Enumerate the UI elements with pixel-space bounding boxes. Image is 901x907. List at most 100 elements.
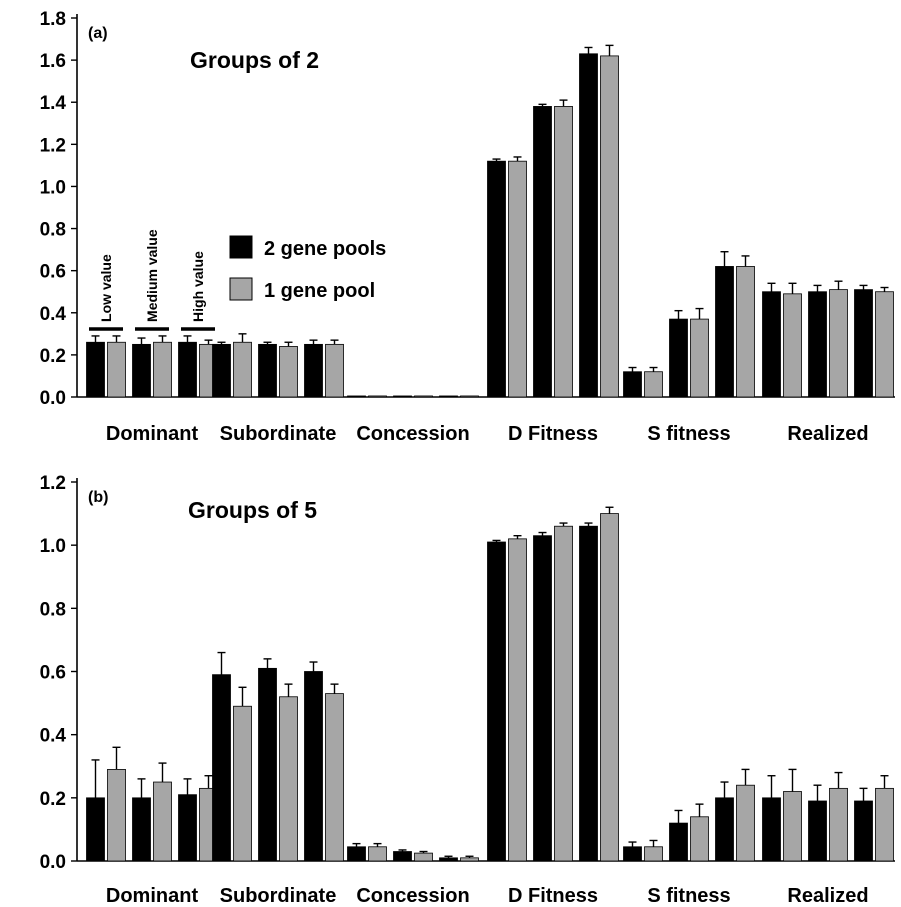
y-tick-label: 1.2 [40,473,66,494]
chart-title: Groups of 2 [190,47,319,73]
bar-one-pool [736,266,755,398]
bar-one-pool [508,538,527,862]
y-tick-label: 0.4 [40,304,67,325]
bar-one-pool [153,781,172,862]
bar-one-pool [414,852,433,862]
bar-two-pools [623,371,642,398]
category-label: Realized [787,423,868,445]
y-tick-label: 0.8 [40,220,66,241]
y-tick-label: 0.0 [40,388,66,409]
bar-one-pool [325,343,344,398]
y-tick-label: 0.4 [40,726,67,747]
y-tick-label: 1.6 [40,51,66,72]
bar-two-pools [132,343,151,398]
bar-two-pools [669,318,688,398]
bar-two-pools [212,343,231,398]
panel-a: 0.0 0.2 0.4 0.6 0.8 1.0 1.2 1.4 1.6 1.8 Dominant Su… [40,9,895,445]
bar-one-pool [554,106,573,398]
bar-one-pool [107,341,126,398]
bar-two-pools [393,851,412,862]
bar-one-pool [783,791,802,862]
bar-one-pool [460,857,479,862]
category-label: S fitness [647,423,730,445]
legend-swatch [229,277,253,301]
y-tick-label: 0.2 [40,346,66,367]
bar-one-pool [279,346,298,398]
bar-two-pools [762,797,781,862]
bar-one-pool [460,395,479,398]
bar-two-pools [762,291,781,398]
bar-two-pools [808,291,827,398]
bar-two-pools [579,525,598,862]
bar-two-pools [715,797,734,862]
y-tick-label: 1.4 [40,93,67,114]
bar-two-pools [304,671,323,862]
bar-two-pools [86,797,105,862]
panel-b: 0.0 0.2 0.4 0.6 0.8 1.0 1.2 Dominant Subordinate… [40,473,895,907]
panel-label: (a) [88,25,108,42]
y-tick-label: 0.6 [40,663,66,684]
y-tick-label: 1.0 [40,177,66,198]
bar-one-pool [368,846,387,862]
bar-one-pool [690,318,709,398]
bar-one-pool [325,693,344,862]
bar-two-pools [579,53,598,398]
bar-two-pools [439,857,458,862]
level-label: Medium value [144,229,160,322]
bar-one-pool [783,293,802,398]
category-label: Realized [787,885,868,907]
panel-label: (b) [88,489,108,506]
bar-one-pool [829,289,848,398]
bar-two-pools [347,395,366,398]
bar-one-pool [600,513,619,862]
bar-two-pools [178,341,197,398]
bar-one-pool [600,55,619,398]
category-label: D Fitness [508,423,598,445]
y-tick-label: 0.2 [40,789,66,810]
legend-label: 2 gene pools [264,238,386,260]
y-tick-label: 1.0 [40,536,66,557]
y-tick-label: 0.6 [40,262,66,283]
bar-two-pools [715,266,734,398]
bar-one-pool [554,525,573,862]
category-label: Concession [356,885,469,907]
bar-one-pool [107,769,126,862]
bar-two-pools [393,395,412,398]
bar-two-pools [304,343,323,398]
bar-two-pools [533,106,552,398]
bar-two-pools [487,541,506,862]
level-label: High value [190,251,206,322]
category-label: Concession [356,423,469,445]
bar-one-pool [875,787,894,862]
category-label: S fitness [647,885,730,907]
bar-two-pools [347,846,366,862]
bar-two-pools [258,343,277,398]
category-label: Subordinate [220,885,337,907]
chart-title: Groups of 5 [188,497,317,523]
category-label: D Fitness [508,885,598,907]
bar-two-pools [132,797,151,862]
bar-two-pools [623,846,642,862]
bar-one-pool [233,341,252,398]
bar-two-pools [854,800,873,862]
y-tick-label: 1.8 [40,9,66,30]
bar-two-pools [86,341,105,398]
bar-one-pool [644,846,663,862]
bar-one-pool [736,784,755,862]
bar-one-pool [368,395,387,398]
bar-one-pool [508,160,527,398]
bar-one-pool [414,395,433,398]
category-label: Subordinate [220,423,337,445]
bar-two-pools [808,800,827,862]
legend-label: 1 gene pool [264,280,375,302]
bar-one-pool [829,787,848,862]
bar-two-pools [178,794,197,862]
legend-swatch [229,235,253,259]
y-tick-label: 0.8 [40,599,66,620]
y-tick-label: 1.2 [40,135,66,156]
bar-two-pools [258,667,277,862]
bar-two-pools [487,160,506,398]
bar-one-pool [644,371,663,398]
bar-two-pools [533,535,552,862]
